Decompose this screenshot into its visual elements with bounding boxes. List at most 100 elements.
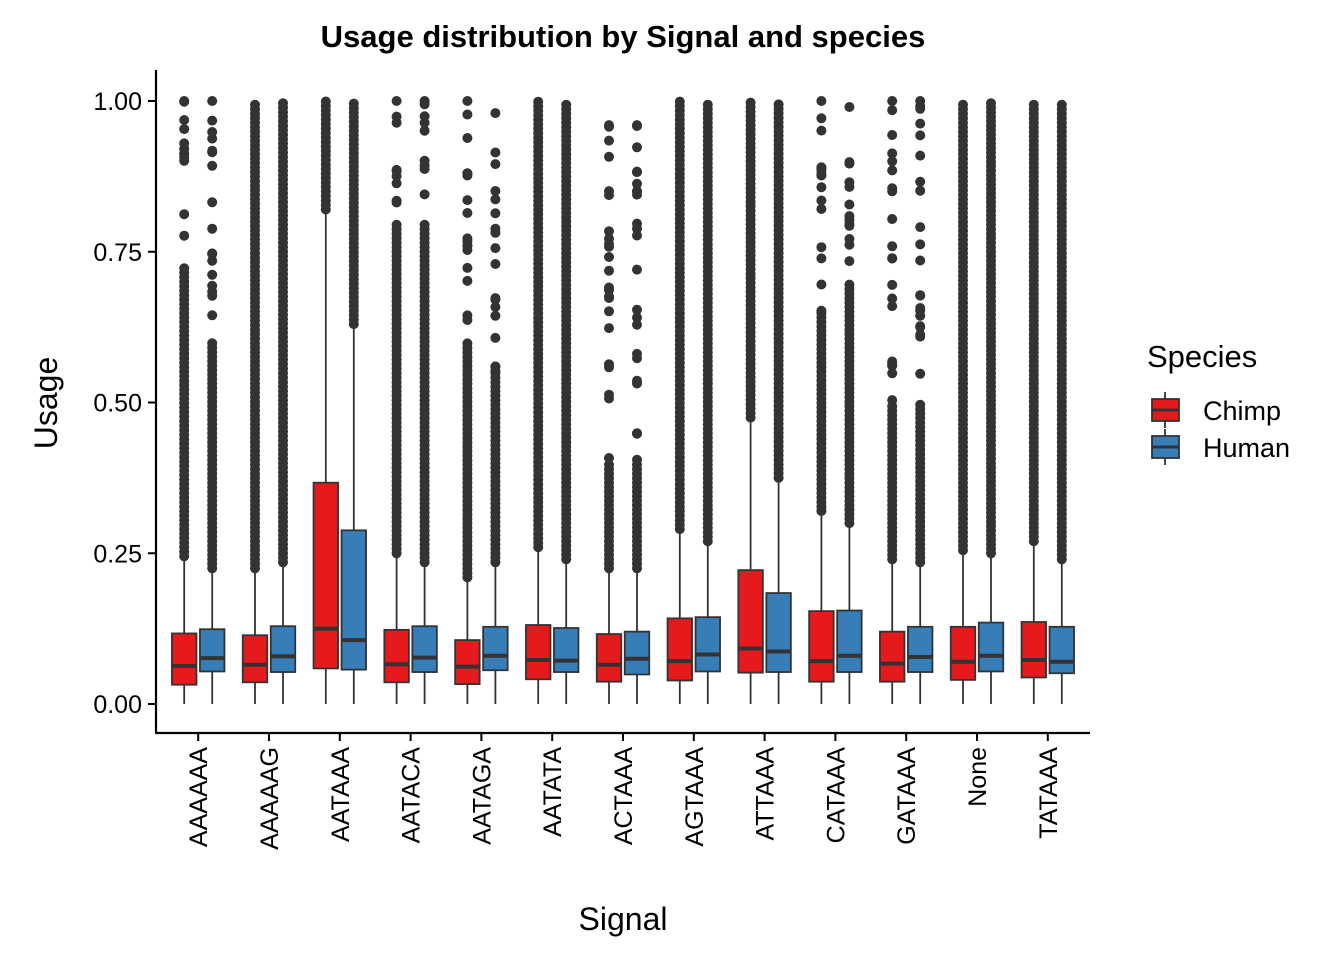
- outlier-point: [462, 96, 473, 106]
- outlier-point: [816, 113, 827, 124]
- legend-entry-human: Human: [1151, 429, 1290, 465]
- outlier-point: [773, 99, 784, 110]
- outlier-point: [490, 243, 501, 254]
- outlier-points: [348, 98, 359, 330]
- outlier-point: [844, 199, 855, 210]
- outlier-point: [915, 255, 926, 266]
- outlier-point: [844, 219, 855, 229]
- outlier-point: [887, 395, 898, 406]
- outlier-points: [320, 96, 331, 215]
- box-human-actaaa: [623, 568, 651, 704]
- box-rect: [199, 628, 226, 673]
- legend: Species Chimp Human: [1147, 339, 1290, 465]
- x-tick-label: GATAAA: [893, 747, 921, 845]
- outlier-point: [391, 178, 402, 189]
- outlier-point: [887, 293, 898, 304]
- outlier-point: [490, 108, 501, 119]
- x-tick-label: ATTAAA: [752, 747, 780, 841]
- outlier-points: [773, 99, 784, 483]
- box-human-aataca: [411, 562, 438, 704]
- x-tick-label: AATATA: [539, 747, 567, 837]
- outlier-point: [419, 219, 430, 230]
- outlier-point: [915, 239, 926, 250]
- outlier-point: [419, 117, 430, 128]
- plot-area: 0.00 0.25 0.50 0.75 1.00 AAAAAA AAAAAG AATAAA AA…: [93, 70, 1090, 850]
- outlier-points: [816, 96, 827, 516]
- outlier-point: [816, 204, 827, 214]
- outlier-point: [844, 181, 855, 192]
- x-tick-label: AATACA: [398, 747, 426, 844]
- outlier-point: [674, 96, 685, 107]
- outlier-points: [632, 120, 642, 574]
- outlier-point: [844, 157, 855, 168]
- outlier-point: [632, 348, 642, 359]
- outlier-point: [702, 99, 713, 110]
- outlier-point: [490, 310, 501, 321]
- box-chimp-aataga: [454, 577, 481, 704]
- box-human-aataaa: [340, 324, 367, 704]
- outlier-point: [604, 282, 614, 293]
- outlier-point: [816, 253, 827, 264]
- box-human-aaaaaa: [199, 568, 226, 704]
- legend-title: Species: [1147, 339, 1257, 374]
- legend-label: Chimp: [1203, 396, 1281, 426]
- outlier-point: [490, 223, 501, 234]
- outlier-point: [604, 306, 614, 317]
- box-rect: [241, 634, 269, 684]
- outlier-point: [632, 428, 642, 439]
- box-chimp-tataaa: [1020, 541, 1047, 704]
- outlier-point: [816, 182, 827, 193]
- outlier-point: [887, 148, 898, 159]
- outlier-point: [604, 393, 614, 404]
- outlier-point: [207, 269, 218, 280]
- outlier-point: [462, 262, 473, 273]
- outlier-points: [986, 98, 996, 559]
- outlier-point: [844, 234, 855, 244]
- y-tick-label: 0.25: [93, 540, 142, 568]
- x-tick-label: AGTAAA: [681, 747, 709, 847]
- outlier-points: [1056, 99, 1067, 565]
- outlier-point: [490, 208, 501, 219]
- outlier-point: [816, 242, 827, 253]
- outlier-points: [561, 99, 572, 565]
- outlier-point: [915, 185, 926, 196]
- outlier-point: [207, 310, 218, 321]
- box-human-attaaa: [765, 477, 792, 704]
- outlier-point: [915, 130, 926, 141]
- outlier-point: [915, 368, 926, 379]
- outlier-point: [887, 368, 898, 379]
- outlier-point: [844, 102, 855, 112]
- y-tick-label: 1.00: [93, 88, 142, 116]
- box-human-tataaa: [1048, 559, 1075, 704]
- outlier-point: [887, 214, 898, 224]
- box-chimp-aataaa: [312, 209, 339, 704]
- box-rect: [312, 481, 339, 670]
- outlier-point: [419, 164, 430, 174]
- x-tick-label: None: [964, 747, 992, 807]
- outlier-point: [887, 130, 898, 140]
- outlier-point: [604, 151, 614, 162]
- box-rect: [836, 609, 863, 673]
- outlier-point: [462, 233, 473, 244]
- outlier-point: [462, 208, 473, 218]
- outlier-point: [533, 96, 544, 107]
- outlier-point: [419, 125, 430, 136]
- outlier-point: [320, 96, 331, 107]
- outlier-point: [207, 338, 218, 349]
- box-chimp-gataaa: [879, 559, 906, 704]
- outlier-point: [490, 332, 501, 343]
- legend-label: Human: [1203, 433, 1290, 463]
- box-rect: [595, 633, 623, 683]
- outlier-point: [490, 186, 501, 196]
- outlier-point: [462, 338, 473, 349]
- box-rect: [482, 625, 509, 672]
- outlier-point: [462, 168, 473, 179]
- outlier-point: [887, 253, 898, 264]
- outlier-points: [604, 120, 614, 574]
- legend-entry-chimp: Chimp: [1151, 392, 1281, 428]
- outlier-point: [1056, 99, 1067, 110]
- chart-title: Usage distribution by Signal and species: [321, 19, 926, 54]
- outlier-point: [632, 264, 642, 275]
- box-rect: [879, 630, 906, 683]
